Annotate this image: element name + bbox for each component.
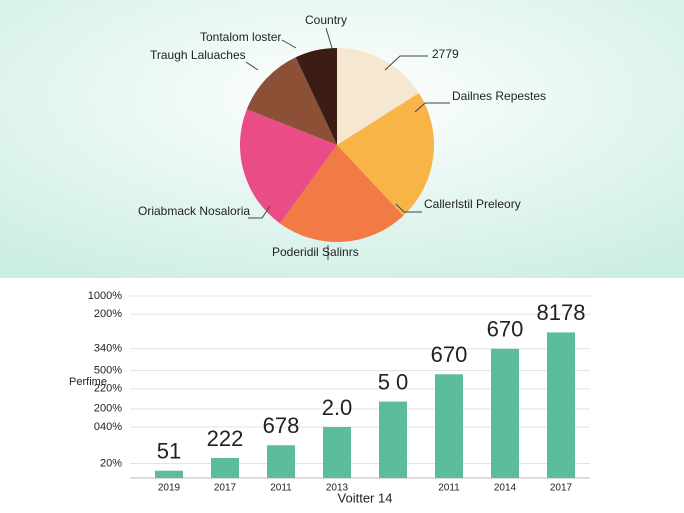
x-tick-label: 2017 — [550, 483, 573, 494]
bar — [491, 348, 519, 478]
y-tick-label: 500% — [94, 365, 122, 377]
bar — [323, 427, 351, 478]
y-axis-title: Perfime — [69, 376, 107, 388]
x-tick-label: 2017 — [214, 483, 237, 494]
annotation: Tontalom loster — [200, 30, 281, 44]
slice-label: Dailnes Repestes — [452, 89, 546, 103]
leader-line — [245, 61, 259, 71]
slice-label: 2779 — [432, 47, 459, 61]
leader-line — [248, 205, 271, 219]
pie-slice — [240, 109, 337, 224]
data-label: 51 — [157, 439, 181, 464]
bar — [547, 332, 575, 478]
leader-line — [384, 55, 428, 71]
leader-line — [414, 102, 450, 113]
data-label: 2.0 — [322, 395, 353, 420]
y-tick-label: 200% — [94, 403, 122, 415]
data-label: 222 — [207, 426, 244, 451]
annotation: Callerlstil Preleory — [424, 197, 521, 211]
x-tick-label: 2019 — [158, 483, 181, 494]
y-tick-label: 200% — [94, 308, 122, 320]
pie-slice — [337, 93, 434, 216]
data-label: 8178 — [537, 300, 586, 325]
bar — [155, 470, 183, 478]
y-tick-label: 340% — [94, 343, 122, 355]
y-tick-label: 20% — [100, 457, 122, 469]
leader-line — [395, 203, 422, 213]
data-label: 670 — [487, 317, 524, 342]
leader-line — [325, 27, 333, 49]
slice-label: Country — [305, 13, 347, 27]
y-tick-label: 220% — [94, 383, 122, 395]
slice-label: Oriabmack Nosaloria — [138, 204, 250, 218]
x-tick-label: 2014 — [494, 483, 517, 494]
bar — [435, 374, 463, 478]
bar — [379, 401, 407, 478]
slice-label: Traugh Laluaches — [150, 48, 246, 62]
y-tick-label: 040% — [94, 421, 122, 433]
pie-slice — [246, 57, 337, 145]
x-tick-label: 2011 — [438, 483, 460, 494]
data-label: 5 0 — [378, 369, 409, 394]
bar — [267, 445, 295, 478]
data-label: 670 — [431, 342, 468, 367]
x-tick-label: 2011 — [270, 483, 292, 494]
pie-slice — [279, 145, 404, 243]
bar — [211, 457, 239, 478]
y-tick-label: 1000% — [88, 290, 122, 302]
data-label: 678 — [263, 413, 300, 438]
leader-line — [281, 39, 297, 49]
slice-label: Poderidil Salinrs — [272, 245, 359, 259]
pie-slice — [295, 48, 337, 145]
pie-slice — [337, 48, 419, 145]
x-tick-label: 2013 — [326, 483, 349, 494]
x-axis-title: Voitter 14 — [338, 490, 393, 505]
